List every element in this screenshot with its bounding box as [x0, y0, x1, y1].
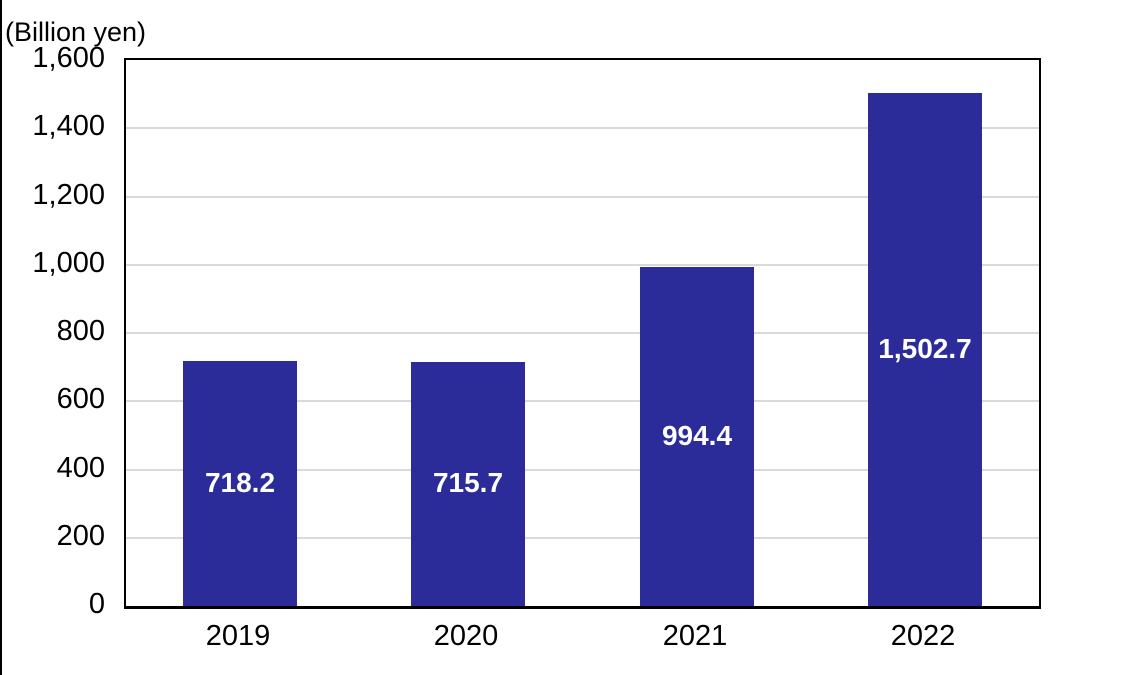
plot-area: 718.2 715.7 994.4 1,502.7	[124, 58, 1041, 609]
bar-value-label: 994.4	[661, 420, 733, 451]
y-tick-label: 200	[56, 520, 105, 552]
y-tick-label: 1,000	[32, 247, 105, 279]
bar-2021: 994.4	[640, 267, 754, 606]
bar-2022: 1,502.7	[868, 93, 982, 606]
bar-value-label: 715.7	[432, 467, 504, 498]
y-tick-label: 0	[88, 588, 105, 620]
y-tick-label: 1,600	[32, 42, 105, 74]
y-axis-unit-label: (Billion yen)	[5, 17, 147, 47]
x-category-label: 2020	[433, 620, 499, 652]
y-tick-label: 800	[56, 315, 105, 347]
gridline	[126, 469, 1039, 471]
gridline	[126, 332, 1039, 334]
gridline	[126, 400, 1039, 402]
x-category-label: 2019	[205, 620, 271, 652]
y-tick-label: 600	[56, 383, 105, 415]
gridline	[126, 127, 1039, 129]
y-tick-label: 1,400	[32, 110, 105, 142]
bar-value-label: 1,502.7	[878, 333, 972, 364]
y-tick-label: 1,200	[32, 179, 105, 211]
x-category-label: 2022	[890, 620, 956, 652]
gridline	[126, 537, 1039, 539]
x-category-label: 2021	[662, 620, 728, 652]
figure-left-border	[0, 0, 2, 675]
gridline	[126, 196, 1039, 198]
bar-value-label: 718.2	[204, 467, 276, 498]
bar-2019: 718.2	[183, 361, 297, 606]
y-tick-label: 400	[56, 452, 105, 484]
bar-2020: 715.7	[411, 362, 525, 606]
gridline	[126, 264, 1039, 266]
